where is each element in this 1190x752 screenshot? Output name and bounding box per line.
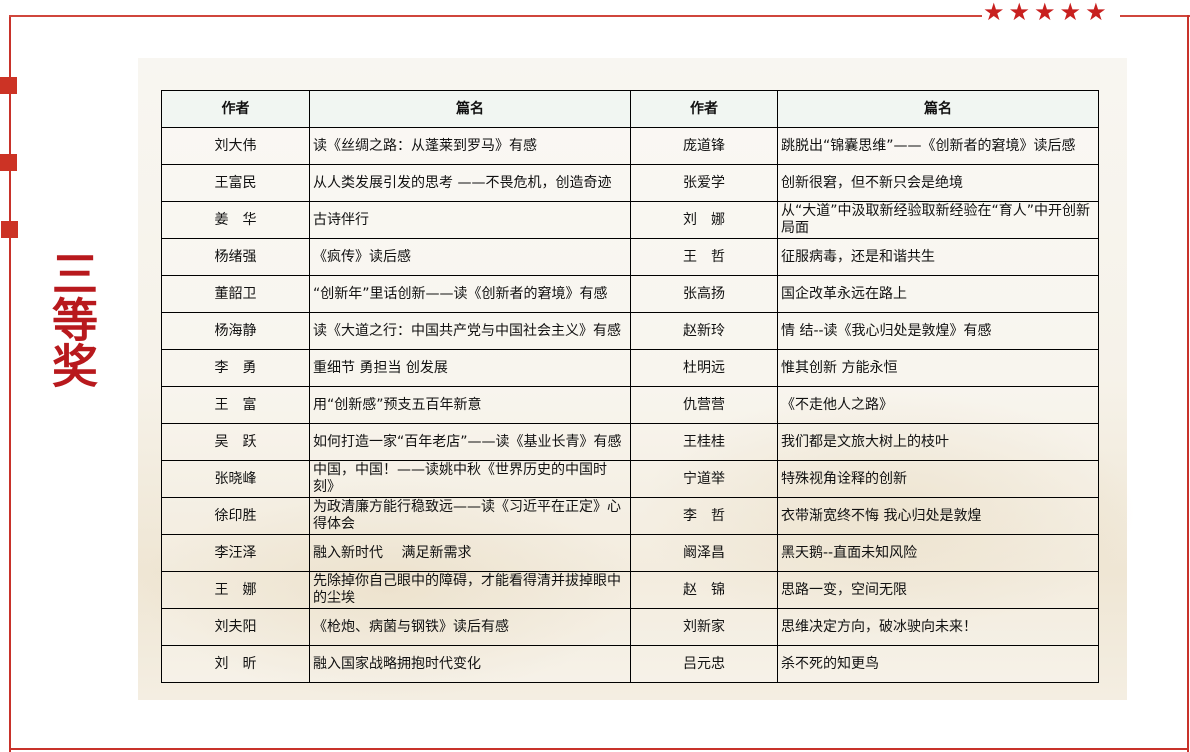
- author-cell: 王 富: [161, 386, 310, 424]
- author-cell: 刘新家: [630, 608, 778, 646]
- star-icon: ★: [1008, 0, 1031, 26]
- title-cell: 衣带渐宽终不悔 我心归处是敦煌: [777, 497, 1099, 535]
- title-cell: 读《丝绸之路：从蓬莱到罗马》有感: [309, 127, 631, 165]
- title-cell: 中国，中国！——读姚中秋《世界历史的中国时刻》: [309, 460, 631, 498]
- frame-bottom-border: [9, 748, 1189, 750]
- author-cell: 阚泽昌: [630, 534, 778, 572]
- author-cell: 庞道锋: [630, 127, 778, 165]
- author-cell: 赵 锦: [630, 571, 778, 609]
- title-cell: 融入新时代 满足新需求: [309, 534, 631, 572]
- title-cell: 国企改革永远在路上: [777, 275, 1099, 313]
- author-cell: 王桂桂: [630, 423, 778, 461]
- author-cell: 刘夫阳: [161, 608, 310, 646]
- table-row: 姜 华古诗伴行刘 娜从“大道”中汲取新经验取新经验在“育人”中开创新局面: [161, 201, 1099, 239]
- table-row: 王 娜先除掉你自己眼中的障碍，才能看得清并拔掉眼中的尘埃赵 锦思路一变，空间无限: [161, 571, 1099, 609]
- author-cell: 杨海静: [161, 312, 310, 350]
- table-row: 董韶卫 “创新年”里话创新——读《创新者的窘境》有感 张高扬 国企改革永远在路上: [161, 275, 1099, 313]
- title-cell: 用“创新感”预支五百年新意: [309, 386, 631, 424]
- title-cell: 情 结--读《我心归处是敦煌》有感: [777, 312, 1099, 350]
- title-cell: 古诗伴行: [309, 201, 631, 239]
- header-title: 篇名: [777, 90, 1099, 128]
- author-cell: 李 哲: [630, 497, 778, 535]
- frame-top-border: [9, 15, 982, 17]
- title-cell: 融入国家战略拥抱时代变化: [309, 645, 631, 683]
- author-cell: 刘 娜: [630, 201, 778, 239]
- title-cell: 黑天鹅--直面未知风险: [777, 534, 1099, 572]
- author-cell: 李 勇: [161, 349, 310, 387]
- title-cell: 从人类发展引发的思考 ——不畏危机，创造奇迹: [309, 164, 631, 202]
- author-cell: 董韶卫: [161, 275, 310, 313]
- author-cell: 徐印胜: [161, 497, 310, 535]
- table-row: 吴 跃如何打造一家“百年老店”——读《基业长青》有感 王桂桂 我们都是文旅大树上的枝…: [161, 423, 1099, 461]
- table-row: 张晓峰 中国，中国！——读姚中秋《世界历史的中国时刻》 宁道举 特殊视角诠释的创新: [161, 460, 1099, 498]
- table-header-row: 作者 篇名 作者 篇名: [161, 90, 1099, 128]
- author-cell: 仇营营: [630, 386, 778, 424]
- table-row: 杨海静 读《大道之行：中国共产党与中国社会主义》有感 赵新玲情 结--读《我心归处是…: [161, 312, 1099, 350]
- author-cell: 刘大伟: [161, 127, 310, 165]
- title-cell: 《疯传》读后感: [309, 238, 631, 276]
- title-cell: 创新很窘，但不新只会是绝境: [777, 164, 1099, 202]
- table-row: 李 勇重细节 勇担当 创发展 杜明远 惟其创新 方能永恒: [161, 349, 1099, 387]
- awards-table: 作者 篇名 作者 篇名 刘大伟 读《丝绸之路：从蓬莱到罗马》有感 庞道锋 跳脱出“锦囊…: [161, 90, 1099, 683]
- table-row: 李汪泽 融入新时代 满足新需求 阚泽昌 黑天鹅--直面未知风险: [161, 534, 1099, 572]
- author-cell: 王富民: [161, 164, 310, 202]
- title-cell: 杀不死的知更鸟: [777, 645, 1099, 683]
- title-cell: 《枪炮、病菌与钢铁》读后有感: [309, 608, 631, 646]
- title-cell: 如何打造一家“百年老店”——读《基业长青》有感: [309, 423, 631, 461]
- author-cell: 吕元忠: [630, 645, 778, 683]
- title-cell: 为政清廉方能行稳致远——读《习近平在正定》心得体会: [309, 497, 631, 535]
- title-cell: 重细节 勇担当 创发展: [309, 349, 631, 387]
- star-icon: ★: [1034, 0, 1056, 26]
- title-cell: “创新年”里话创新——读《创新者的窘境》有感: [309, 275, 631, 313]
- title-cell: 特殊视角诠释的创新: [777, 460, 1099, 498]
- table-row: 徐印胜 为政清廉方能行稳致远——读《习近平在正定》心得体会李 哲衣带渐宽终不悔 我…: [161, 497, 1099, 535]
- author-cell: 刘 昕: [161, 645, 310, 683]
- author-cell: 姜 华: [161, 201, 310, 239]
- decor-square: [0, 77, 17, 94]
- title-cell: 思路一变，空间无限: [777, 571, 1099, 609]
- author-cell: 杨绪强: [161, 238, 310, 276]
- author-cell: 赵新玲: [630, 312, 778, 350]
- title-cell: 惟其创新 方能永恒: [777, 349, 1099, 387]
- title-cell: 先除掉你自己眼中的障碍，才能看得清并拔掉眼中的尘埃: [309, 571, 631, 609]
- table-row: 王 富用“创新感”预支五百年新意 仇营营 《不走他人之路》: [161, 386, 1099, 424]
- decor-square: [1, 221, 18, 238]
- decor-square: [0, 154, 17, 171]
- author-cell: 吴 跃: [161, 423, 310, 461]
- title-cell: 跳脱出“锦囊思维”——《创新者的窘境》读后感: [777, 127, 1099, 165]
- title-cell: 思维决定方向，破冰驶向未来！: [777, 608, 1099, 646]
- title-cell: 征服病毒，还是和谐共生: [777, 238, 1099, 276]
- frame-top-border-right: [1120, 15, 1190, 17]
- author-cell: 张高扬: [630, 275, 778, 313]
- author-cell: 李汪泽: [161, 534, 310, 572]
- frame-left-border: [9, 15, 11, 752]
- author-cell: 杜明远: [630, 349, 778, 387]
- header-author: 作者: [161, 90, 310, 128]
- title-cell: 从“大道”中汲取新经验取新经验在“育人”中开创新局面: [777, 201, 1099, 239]
- title-cell: 我们都是文旅大树上的枝叶: [777, 423, 1099, 461]
- author-cell: 张晓峰: [161, 460, 310, 498]
- stars-decoration: ★ ★ ★ ★ ★: [983, 0, 1107, 24]
- table-row: 刘夫阳 《枪炮、病菌与钢铁》读后有感 刘新家 思维决定方向，破冰驶向未来！: [161, 608, 1099, 646]
- author-cell: 宁道举: [630, 460, 778, 498]
- title-cell: 《不走他人之路》: [777, 386, 1099, 424]
- frame-right-border: [1187, 15, 1189, 752]
- star-icon: ★: [1085, 0, 1107, 26]
- award-title: 三等奖: [45, 250, 99, 388]
- table-row: 刘大伟 读《丝绸之路：从蓬莱到罗马》有感 庞道锋 跳脱出“锦囊思维”——《创新者的窘境…: [161, 127, 1099, 165]
- header-title: 篇名: [309, 90, 631, 128]
- author-cell: 张爱学: [630, 164, 778, 202]
- table-row: 王富民 从人类发展引发的思考 ——不畏危机，创造奇迹 张爱学 创新很窘，但不新只会是绝…: [161, 164, 1099, 202]
- star-icon: ★: [983, 0, 1005, 26]
- table-row: 刘 昕融入国家战略拥抱时代变化 吕元忠 杀不死的知更鸟: [161, 645, 1099, 683]
- header-author: 作者: [630, 90, 778, 128]
- author-cell: 王 哲: [630, 238, 778, 276]
- title-cell: 读《大道之行：中国共产党与中国社会主义》有感: [309, 312, 631, 350]
- table-row: 杨绪强 《疯传》读后感王 哲征服病毒，还是和谐共生: [161, 238, 1099, 276]
- star-icon: ★: [1059, 0, 1082, 26]
- author-cell: 王 娜: [161, 571, 310, 609]
